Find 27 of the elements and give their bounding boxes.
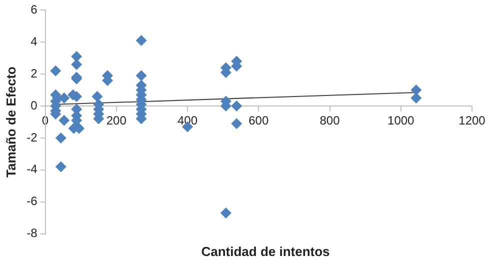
point	[410, 92, 422, 104]
point	[231, 100, 242, 112]
y-tick-label: -8	[26, 226, 38, 240]
point	[71, 59, 82, 70]
point	[58, 114, 70, 126]
point	[92, 90, 103, 102]
point	[55, 132, 66, 144]
y-tick-label: -2	[26, 130, 38, 144]
y-tick-label: 4	[30, 34, 38, 48]
point	[220, 208, 232, 219]
y-tick-label: -6	[26, 194, 38, 208]
y-tick-label: 6	[30, 2, 38, 17]
x-tick-label: 600	[248, 114, 269, 128]
x-tick-label: 1000	[388, 114, 415, 128]
x-tick-label: 1200	[458, 114, 486, 128]
point	[50, 65, 62, 76]
y-tick-label: -4	[26, 162, 38, 176]
y-axis-title: Tamaño de Efecto	[3, 66, 18, 178]
x-tick-label: 200	[106, 114, 127, 128]
point	[136, 70, 147, 82]
point	[55, 161, 66, 172]
y-tick-label: 2	[30, 66, 38, 80]
x-axis-title: Cantidad de intentos	[200, 244, 331, 259]
x-tick-label: 800	[320, 114, 340, 128]
point	[231, 118, 242, 130]
point	[136, 35, 147, 46]
y-tick-label: 0	[30, 98, 38, 112]
